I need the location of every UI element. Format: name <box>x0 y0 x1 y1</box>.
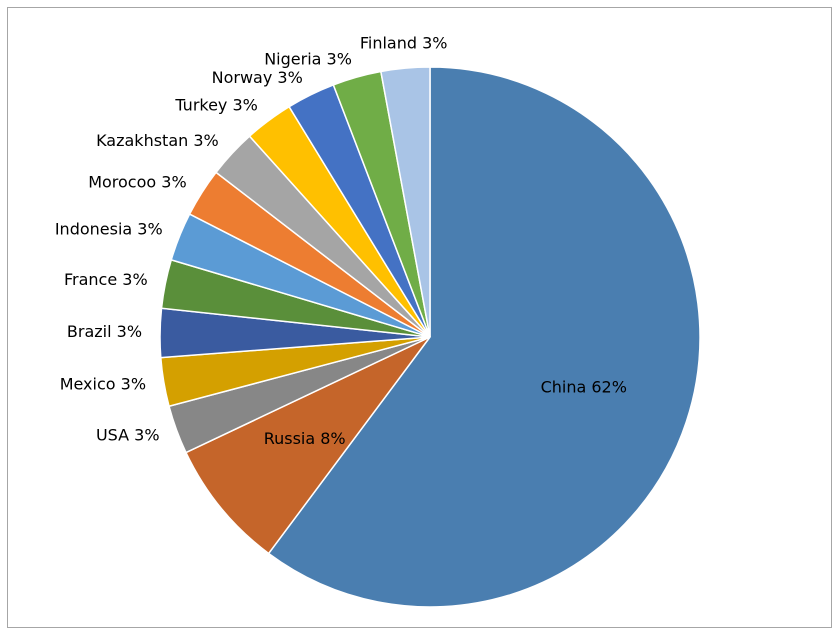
data-label: Morocoo 3% <box>88 172 186 191</box>
data-label: Kazakhstan 3% <box>96 131 219 150</box>
data-label: Russia 8% <box>264 429 346 448</box>
data-label: Nigeria 3% <box>264 49 352 68</box>
data-label: Finland 3% <box>360 34 448 53</box>
data-label: Norway 3% <box>212 68 303 87</box>
data-label: Turkey 3% <box>174 96 258 115</box>
data-label: France 3% <box>64 270 148 289</box>
data-label: USA 3% <box>96 425 160 444</box>
pie-slice <box>267 66 701 608</box>
data-label: Brazil 3% <box>67 322 142 341</box>
pie-slice <box>379 66 431 338</box>
data-label: China 62% <box>541 377 627 396</box>
data-label: Mexico 3% <box>60 375 146 394</box>
pie-slice <box>184 336 431 555</box>
data-label: Indonesia 3% <box>55 219 163 238</box>
